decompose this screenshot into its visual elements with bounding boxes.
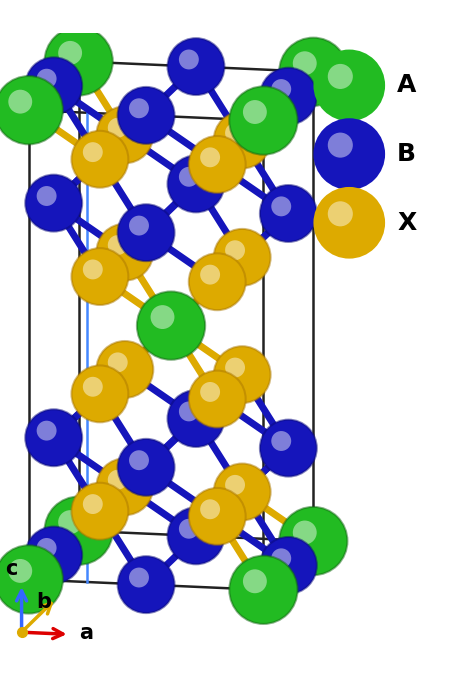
Circle shape [271,548,291,568]
Circle shape [25,526,82,583]
Circle shape [108,235,128,255]
Circle shape [118,439,174,496]
Circle shape [328,201,353,226]
Circle shape [328,133,353,158]
Circle shape [167,156,224,212]
Circle shape [83,494,103,514]
Text: X: X [397,211,416,235]
Text: a: a [79,623,93,643]
Circle shape [96,224,153,281]
Circle shape [260,537,317,594]
Circle shape [36,538,56,558]
Circle shape [118,556,174,613]
Circle shape [58,510,82,534]
Circle shape [271,197,291,216]
Circle shape [225,240,245,260]
Circle shape [83,377,103,396]
Circle shape [25,175,82,232]
Circle shape [9,559,32,583]
Circle shape [225,123,245,143]
Circle shape [189,136,246,193]
Circle shape [36,421,56,441]
Circle shape [271,79,291,99]
Circle shape [108,470,128,490]
Circle shape [200,382,220,402]
Text: A: A [397,73,417,97]
Circle shape [214,346,271,403]
Circle shape [151,305,174,329]
Circle shape [83,260,103,279]
Circle shape [200,499,220,520]
Circle shape [72,248,128,305]
Circle shape [293,51,317,75]
Circle shape [179,519,199,539]
Circle shape [36,69,56,88]
Circle shape [83,142,103,162]
Circle shape [260,420,317,477]
Circle shape [45,496,113,565]
Circle shape [243,569,267,593]
Circle shape [72,131,128,188]
Circle shape [229,86,298,154]
Circle shape [225,475,245,495]
Circle shape [279,507,347,575]
Circle shape [167,390,224,447]
Circle shape [225,358,245,377]
Circle shape [200,265,220,285]
Circle shape [129,450,149,470]
Circle shape [45,27,113,95]
Circle shape [58,41,82,65]
Circle shape [260,185,317,242]
Text: c: c [5,559,17,579]
Circle shape [189,253,246,310]
Circle shape [260,68,317,124]
Circle shape [129,568,149,588]
Circle shape [214,112,271,169]
Circle shape [200,148,220,167]
Circle shape [293,521,317,545]
Circle shape [108,352,128,373]
Circle shape [96,341,153,398]
Circle shape [313,187,385,258]
Circle shape [118,87,174,143]
Circle shape [129,99,149,118]
Circle shape [25,57,82,114]
Circle shape [108,118,128,137]
Circle shape [72,365,128,422]
Circle shape [96,458,153,515]
Circle shape [72,483,128,540]
Circle shape [137,292,205,360]
Circle shape [167,38,224,95]
Circle shape [9,90,32,114]
Circle shape [243,100,267,124]
Circle shape [129,216,149,235]
Circle shape [279,37,347,106]
Circle shape [96,106,153,163]
Circle shape [0,76,63,144]
Circle shape [179,50,199,69]
Circle shape [0,545,63,613]
Circle shape [189,371,246,428]
Text: B: B [397,142,416,166]
Circle shape [118,204,174,261]
Circle shape [179,401,199,422]
Circle shape [328,64,353,89]
Circle shape [271,431,291,451]
Circle shape [167,507,224,564]
Circle shape [25,409,82,466]
Circle shape [179,167,199,187]
Circle shape [214,229,271,286]
Text: b: b [36,592,52,612]
Circle shape [214,464,271,520]
Circle shape [229,556,298,624]
Circle shape [36,186,56,206]
Circle shape [313,50,385,121]
Circle shape [189,488,246,545]
Circle shape [313,118,385,190]
